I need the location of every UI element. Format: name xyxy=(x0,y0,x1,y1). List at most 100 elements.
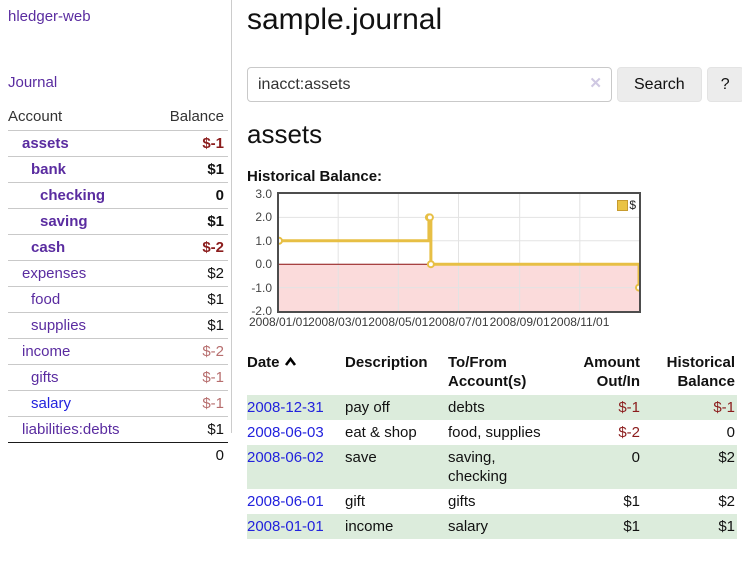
account-link-cash[interactable]: cash xyxy=(31,239,66,256)
column-header-amount[interactable]: Amount Out/In xyxy=(583,354,640,390)
y-tick-label: 1.0 xyxy=(255,233,272,248)
transaction-balance: $1 xyxy=(718,518,735,535)
transaction-accounts: saving, checking xyxy=(448,449,508,485)
y-tick-label: 3.0 xyxy=(255,187,272,201)
account-balance: $-2 xyxy=(148,234,228,261)
transaction-description: save xyxy=(345,449,377,466)
x-tick-label: 2008/07/01 xyxy=(428,315,489,329)
chart-legend: $ xyxy=(617,198,636,212)
account-row: cash $-2 xyxy=(8,234,228,261)
account-link-liabilities-debts[interactable]: liabilities:debts xyxy=(22,421,120,438)
legend-swatch-icon xyxy=(617,199,629,211)
account-row: supplies $1 xyxy=(8,312,228,339)
main-content: sample.journal ✕ Search ? assets Histori… xyxy=(232,0,742,582)
search-input[interactable] xyxy=(247,67,612,102)
account-link-salary[interactable]: salary xyxy=(31,395,72,412)
y-tick-label: 0.0 xyxy=(255,257,272,272)
transaction-date-link[interactable]: 2008-06-01 xyxy=(247,493,324,510)
x-tick-label: 2008/01/01 xyxy=(248,315,310,329)
transaction-date-link[interactable]: 2008-06-03 xyxy=(247,424,324,441)
account-balance: $-1 xyxy=(148,130,228,157)
account-balance: $1 xyxy=(148,286,228,313)
transaction-accounts: gifts xyxy=(448,493,476,510)
column-header-balance[interactable]: Historical Balance xyxy=(666,354,735,390)
transaction-row: 2008-01-01 income salary $1 $1 xyxy=(247,514,737,539)
transaction-accounts: debts xyxy=(448,399,485,416)
y-tick-label: -2.0 xyxy=(251,304,272,318)
account-row: saving $1 xyxy=(8,208,228,235)
account-link-bank[interactable]: bank xyxy=(31,161,67,178)
transaction-description: gift xyxy=(345,493,366,510)
transaction-balance: $2 xyxy=(718,493,735,510)
transaction-amount: 0 xyxy=(631,449,640,466)
account-balance: $-2 xyxy=(148,338,228,365)
account-row: assets $-1 xyxy=(8,130,228,157)
transaction-accounts: salary xyxy=(448,518,489,535)
transaction-amount: $1 xyxy=(623,518,640,535)
transaction-description: income xyxy=(345,518,394,535)
account-link-assets[interactable]: assets xyxy=(22,135,69,152)
transaction-row: 2008-06-02 save saving, checking 0 $2 xyxy=(247,445,737,489)
transaction-balance: $-1 xyxy=(713,399,735,416)
account-link-expenses[interactable]: expenses xyxy=(22,265,87,282)
account-balance: $-1 xyxy=(148,390,228,417)
transaction-accounts: food, supplies xyxy=(448,424,541,441)
chart-y-axis-labels: 3.0 2.0 1.0 0.0 -1.0 -2.0 xyxy=(247,188,277,317)
chart-title: Historical Balance: xyxy=(247,168,383,185)
accounts-total-row: 0 xyxy=(8,443,228,469)
historical-balance-chart: 3.0 2.0 1.0 0.0 -1.0 -2.0 $ 2008/01/01 2008/03… xyxy=(247,188,667,332)
account-link-supplies[interactable]: supplies xyxy=(31,317,87,334)
account-row: checking 0 xyxy=(8,182,228,209)
transaction-amount: $1 xyxy=(623,493,640,510)
sort-ascending-icon xyxy=(284,353,297,372)
account-balance: $1 xyxy=(148,416,228,443)
transaction-date-link[interactable]: 2008-06-02 xyxy=(247,449,324,466)
chart-plot-area: $ xyxy=(277,192,641,313)
transaction-date-link[interactable]: 2008-12-31 xyxy=(247,399,324,416)
transaction-row: 2008-12-31 pay off debts $-1 $-1 xyxy=(247,395,737,420)
page-title: sample.journal xyxy=(247,3,443,36)
transactions-table: Date Description To/From Account(s) Amou… xyxy=(247,351,737,539)
chart-svg xyxy=(279,194,639,311)
app-title-link[interactable]: hledger-web xyxy=(8,8,91,25)
x-tick-label: 2008/09/01 xyxy=(489,315,550,329)
transaction-amount: $-2 xyxy=(618,424,640,441)
account-link-saving[interactable]: saving xyxy=(40,213,88,230)
account-balance: $1 xyxy=(148,312,228,339)
help-button[interactable]: ? xyxy=(706,67,742,102)
account-row: bank $1 xyxy=(8,156,228,183)
sidebar: hledger-web Journal Account Balance asse… xyxy=(0,0,232,464)
column-header-accounts[interactable]: To/From Account(s) xyxy=(448,354,527,390)
account-link-gifts[interactable]: gifts xyxy=(31,369,59,386)
transaction-row: 2008-06-03 eat & shop food, supplies $-2 0 xyxy=(247,420,737,445)
account-balance: $1 xyxy=(148,208,228,235)
account-row: salary $-1 xyxy=(8,390,228,417)
account-link-checking[interactable]: checking xyxy=(40,187,106,204)
clear-search-icon[interactable]: ✕ xyxy=(589,75,602,92)
column-header-date[interactable]: Date xyxy=(247,351,345,395)
transaction-row: 2008-06-01 gift gifts $1 $2 xyxy=(247,489,737,514)
search-form: ✕ Search ? xyxy=(247,67,742,102)
chart-x-axis-labels: 2008/01/01 2008/03/01 2008/05/01 2008/07/01… xyxy=(247,315,667,332)
accounts-header-account: Account xyxy=(8,105,148,131)
legend-label: $ xyxy=(629,198,636,212)
sidebar-item-journal[interactable]: Journal xyxy=(8,74,58,91)
x-tick-label: 2008/05/01 xyxy=(368,315,429,329)
account-row: gifts $-1 xyxy=(8,364,228,391)
x-tick-label: 2008/11/01 xyxy=(550,315,610,329)
account-link-income[interactable]: income xyxy=(22,343,71,360)
transaction-balance: 0 xyxy=(726,424,735,441)
account-row: liabilities:debts $1 xyxy=(8,416,228,443)
account-heading: assets xyxy=(247,119,323,149)
accounts-header-balance: Balance xyxy=(148,105,228,131)
account-row: expenses $2 xyxy=(8,260,228,287)
search-button[interactable]: Search xyxy=(617,67,702,102)
transaction-description: eat & shop xyxy=(345,424,417,441)
transaction-date-link[interactable]: 2008-01-01 xyxy=(247,518,324,535)
account-row: food $1 xyxy=(8,286,228,313)
account-balance: 0 xyxy=(148,182,228,209)
account-link-food[interactable]: food xyxy=(31,291,61,308)
transaction-amount: $-1 xyxy=(618,399,640,416)
column-header-description[interactable]: Description xyxy=(345,354,428,371)
